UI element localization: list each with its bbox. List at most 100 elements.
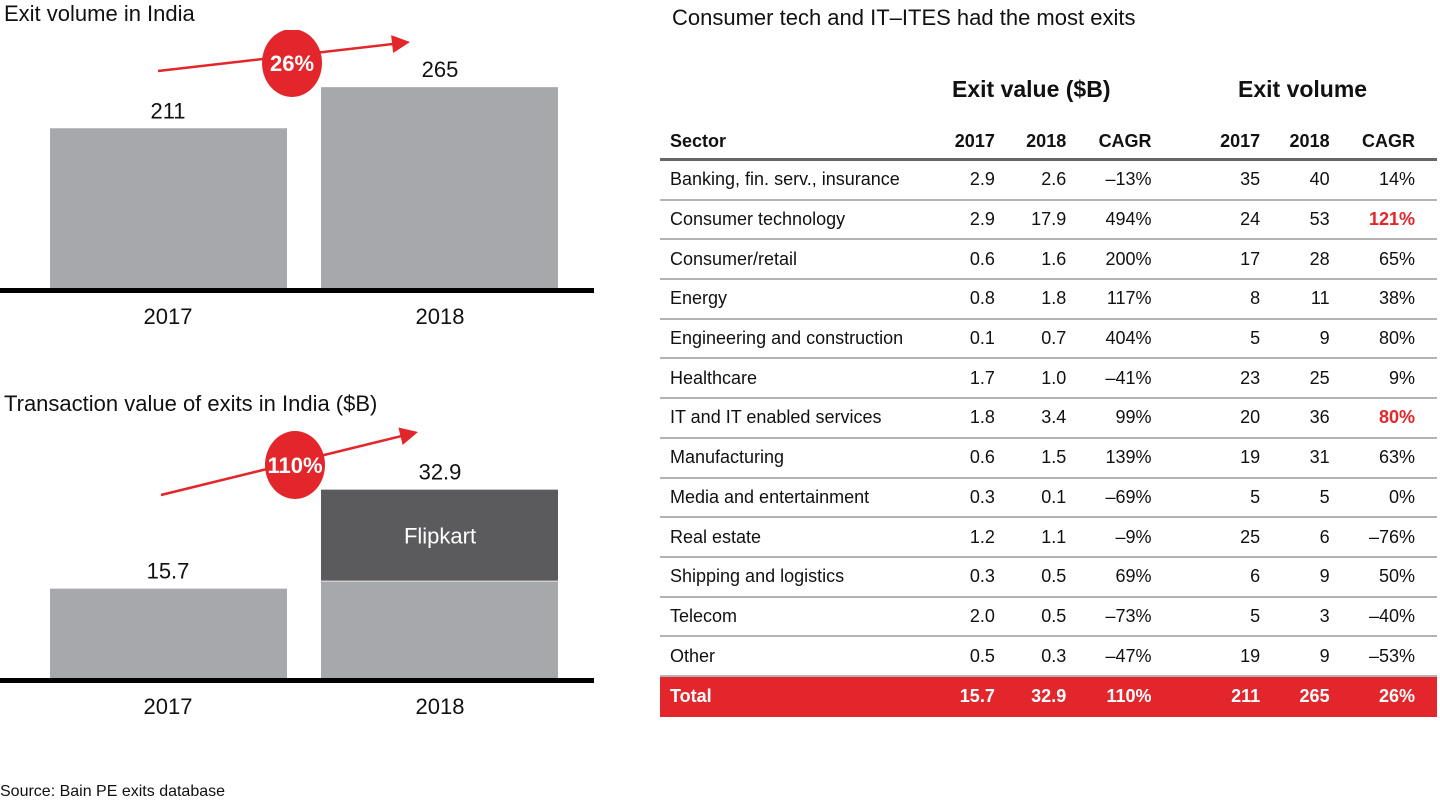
growth-badge-label: 110% bbox=[267, 453, 322, 478]
table-row: Healthcare 1.7 1.0 –41% 23 25 9% bbox=[660, 358, 1437, 400]
table-row: Banking, fin. serv., insurance 2.9 2.6 –13%… bbox=[660, 159, 1437, 201]
cell-value-2018: 1.5 bbox=[994, 437, 1067, 479]
cell-value-cagr: –47% bbox=[1066, 636, 1152, 677]
flipkart-segment-label: Flipkart bbox=[404, 523, 476, 548]
cell-volume-2017: 19 bbox=[1151, 636, 1261, 677]
cell-sector: Real estate bbox=[660, 517, 938, 558]
table-row: Shipping and logistics 0.3 0.5 69% 6 9 50% bbox=[660, 556, 1437, 598]
table-row: Media and entertainment 0.3 0.1 –69% 5 5 0% bbox=[660, 477, 1437, 519]
cell-value-2017: 2.9 bbox=[937, 159, 995, 201]
cell-value-cagr: 99% bbox=[1066, 398, 1152, 439]
cell-sector: Media and entertainment bbox=[660, 477, 938, 519]
table-total-row: Total 15.7 32.9 110% 211 265 26% bbox=[660, 675, 1437, 717]
bar-value-label: 265 bbox=[422, 57, 459, 82]
x-tick-label: 2018 bbox=[416, 694, 465, 719]
cell-value-cagr: 117% bbox=[1066, 279, 1152, 320]
cell-value-2017: 0.3 bbox=[937, 556, 995, 598]
table-row: Manufacturing 0.6 1.5 139% 19 31 63% bbox=[660, 437, 1437, 479]
cell-volume-cagr: 80% bbox=[1329, 318, 1437, 360]
cell-sector: Other bbox=[660, 636, 938, 677]
cell-volume-2018: 3 bbox=[1260, 596, 1330, 638]
cell-value-2018: 1.1 bbox=[994, 517, 1067, 558]
cell-value-2017: 0.5 bbox=[937, 636, 995, 677]
cell-volume-cagr: 65% bbox=[1329, 239, 1437, 281]
cell-value-2017: 0.1 bbox=[937, 318, 995, 360]
cell-volume-2018: 6 bbox=[1260, 517, 1330, 558]
cell-value-2017: 2.9 bbox=[937, 199, 995, 241]
cell-value-2018: 0.3 bbox=[994, 636, 1067, 677]
cell-sector: Total bbox=[660, 675, 938, 717]
table-row: Consumer/retail 0.6 1.6 200% 17 28 65% bbox=[660, 239, 1437, 281]
cell-volume-2018: 9 bbox=[1260, 556, 1330, 598]
cell-value-2018: 2.6 bbox=[994, 159, 1067, 201]
table-row: Other 0.5 0.3 –47% 19 9 –53% bbox=[660, 636, 1437, 677]
cell-volume-2017: 35 bbox=[1151, 159, 1261, 201]
table-row: Consumer technology 2.9 17.9 494% 24 53 121% bbox=[660, 199, 1437, 241]
x-tick-label: 2017 bbox=[144, 694, 193, 719]
cell-sector: Consumer technology bbox=[660, 199, 938, 241]
col-header-volume-cagr: CAGR bbox=[1329, 124, 1437, 161]
x-axis-line bbox=[0, 288, 594, 293]
cell-value-cagr: –9% bbox=[1066, 517, 1152, 558]
cell-volume-2017: 20 bbox=[1151, 398, 1261, 439]
sector-exits-table: Sector 2017 2018 CAGR 2017 2018 CAGR Ban… bbox=[660, 124, 1437, 717]
exit-volume-chart: 211 2017 265 2018 26% bbox=[0, 30, 594, 329]
bar-2018 bbox=[321, 87, 558, 289]
bar-other-2018 bbox=[321, 581, 558, 679]
bar-flipkart-2018 bbox=[321, 489, 558, 582]
cell-volume-2018: 36 bbox=[1260, 398, 1330, 439]
cell-sector: Consumer/retail bbox=[660, 239, 938, 281]
cell-sector: Healthcare bbox=[660, 358, 938, 400]
cell-volume-2018: 40 bbox=[1260, 159, 1330, 201]
cell-volume-cagr: 80% bbox=[1329, 398, 1437, 439]
cell-value-2017: 1.8 bbox=[937, 398, 995, 439]
cell-value-2017: 0.3 bbox=[937, 477, 995, 519]
col-header-value-2017: 2017 bbox=[937, 124, 995, 161]
cell-volume-2017: 5 bbox=[1151, 477, 1261, 519]
cell-value-2018: 0.5 bbox=[994, 596, 1067, 638]
cell-volume-2017: 8 bbox=[1151, 279, 1261, 320]
cell-sector: IT and IT enabled services bbox=[660, 398, 938, 439]
bar-2017 bbox=[50, 128, 287, 289]
cell-value-2017: 15.7 bbox=[937, 675, 995, 717]
table-row: Real estate 1.2 1.1 –9% 25 6 –76% bbox=[660, 517, 1437, 558]
table-row: Telecom 2.0 0.5 –73% 5 3 –40% bbox=[660, 596, 1437, 638]
growth-arrow-head-icon bbox=[391, 35, 410, 53]
cell-volume-cagr: 0% bbox=[1329, 477, 1437, 519]
cell-value-2018: 3.4 bbox=[994, 398, 1067, 439]
cell-value-2018: 0.7 bbox=[994, 318, 1067, 360]
cell-volume-cagr: 9% bbox=[1329, 358, 1437, 400]
cell-volume-cagr: 50% bbox=[1329, 556, 1437, 598]
cell-volume-cagr: –40% bbox=[1329, 596, 1437, 638]
cell-volume-2018: 31 bbox=[1260, 437, 1330, 479]
cell-volume-2018: 5 bbox=[1260, 477, 1330, 519]
cell-sector: Manufacturing bbox=[660, 437, 938, 479]
cell-sector: Banking, fin. serv., insurance bbox=[660, 159, 938, 201]
cell-value-2018: 1.8 bbox=[994, 279, 1067, 320]
growth-badge bbox=[262, 30, 322, 97]
cell-volume-2017: 24 bbox=[1151, 199, 1261, 241]
cell-volume-2017: 25 bbox=[1151, 517, 1261, 558]
cell-value-cagr: 494% bbox=[1066, 199, 1152, 241]
cell-volume-cagr: 38% bbox=[1329, 279, 1437, 320]
cell-volume-2017: 5 bbox=[1151, 318, 1261, 360]
exit-volume-title: Exit volume in India bbox=[4, 1, 195, 26]
growth-badge-label: 26% bbox=[270, 51, 314, 76]
col-header-value-2018: 2018 bbox=[994, 124, 1067, 161]
cell-volume-cagr: 26% bbox=[1329, 675, 1437, 717]
cell-volume-cagr: 63% bbox=[1329, 437, 1437, 479]
cell-volume-2017: 23 bbox=[1151, 358, 1261, 400]
cell-volume-2017: 211 bbox=[1151, 675, 1261, 717]
cell-volume-2017: 19 bbox=[1151, 437, 1261, 479]
transaction-value-chart: 15.7 2017 Flipkart 32.9 2018 110% bbox=[0, 427, 594, 719]
growth-badge bbox=[265, 431, 325, 499]
cell-volume-cagr: 121% bbox=[1329, 199, 1437, 241]
cell-volume-2017: 6 bbox=[1151, 556, 1261, 598]
cell-value-2017: 1.2 bbox=[937, 517, 995, 558]
cell-value-2017: 0.6 bbox=[937, 437, 995, 479]
table-row: IT and IT enabled services 1.8 3.4 99% 20 36 8… bbox=[660, 398, 1437, 439]
cell-volume-cagr: –76% bbox=[1329, 517, 1437, 558]
cell-volume-2018: 9 bbox=[1260, 318, 1330, 360]
cell-value-cagr: –41% bbox=[1066, 358, 1152, 400]
cell-volume-2018: 265 bbox=[1260, 675, 1330, 717]
